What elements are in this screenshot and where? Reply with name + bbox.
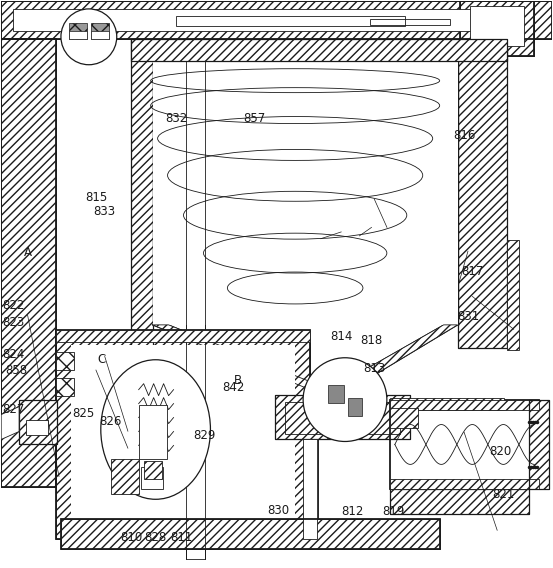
Bar <box>390 400 539 489</box>
Text: 857: 857 <box>243 112 266 125</box>
Bar <box>153 61 458 325</box>
Text: A: A <box>24 247 32 260</box>
Bar <box>390 489 529 514</box>
Text: 842: 842 <box>222 381 245 394</box>
Bar <box>390 408 418 428</box>
Bar <box>390 400 539 410</box>
Text: 827: 827 <box>2 403 24 416</box>
Bar <box>131 39 153 348</box>
Bar <box>390 479 539 489</box>
Bar <box>508 240 519 350</box>
Bar <box>61 519 440 549</box>
Bar <box>131 39 508 61</box>
Bar <box>61 519 440 549</box>
Bar <box>140 467 163 489</box>
Polygon shape <box>1 407 19 440</box>
Bar <box>71 345 295 534</box>
Ellipse shape <box>101 360 211 499</box>
Bar <box>390 489 529 514</box>
Text: 811: 811 <box>170 531 192 544</box>
Bar <box>469 6 524 46</box>
Bar <box>111 460 139 494</box>
Bar <box>56 330 310 342</box>
Bar <box>185 61 206 559</box>
Bar <box>1 39 56 487</box>
Text: C: C <box>97 353 106 366</box>
Bar <box>529 400 549 489</box>
Text: 831: 831 <box>457 310 479 323</box>
Bar <box>56 352 74 370</box>
Text: 858: 858 <box>6 364 28 377</box>
Text: 816: 816 <box>453 129 476 142</box>
Bar <box>310 387 350 406</box>
Bar <box>370 19 450 25</box>
Text: 828: 828 <box>144 531 166 544</box>
Bar <box>285 402 400 433</box>
Text: 818: 818 <box>361 334 383 347</box>
Bar <box>460 1 534 56</box>
Text: 822: 822 <box>2 299 24 312</box>
Circle shape <box>61 9 117 65</box>
Text: 833: 833 <box>93 205 116 218</box>
Bar <box>139 404 166 460</box>
Text: 824: 824 <box>2 348 24 361</box>
Bar <box>458 39 508 348</box>
Bar <box>69 31 87 39</box>
Bar <box>529 400 549 489</box>
Text: 829: 829 <box>193 429 215 442</box>
Text: 815: 815 <box>85 191 107 204</box>
Bar <box>26 420 48 435</box>
Bar <box>1 1 552 39</box>
Bar <box>328 385 344 403</box>
Bar <box>19 400 57 445</box>
Text: 821: 821 <box>493 488 515 501</box>
Text: 830: 830 <box>267 504 289 517</box>
Polygon shape <box>330 325 458 390</box>
Bar <box>348 398 362 416</box>
Text: 819: 819 <box>382 505 405 518</box>
Bar <box>91 23 109 39</box>
Bar <box>303 440 317 539</box>
Text: 812: 812 <box>342 505 364 518</box>
Bar <box>275 395 410 440</box>
Bar <box>1 39 56 487</box>
Bar <box>56 330 310 539</box>
Text: 825: 825 <box>72 407 95 420</box>
Bar <box>131 39 153 348</box>
Bar <box>91 31 109 39</box>
Bar <box>460 1 534 56</box>
Bar <box>19 400 57 445</box>
Text: 814: 814 <box>330 329 352 343</box>
Text: 813: 813 <box>363 362 385 375</box>
Bar <box>13 9 512 31</box>
Bar <box>1 1 552 39</box>
Bar <box>131 39 508 61</box>
Text: 823: 823 <box>2 316 24 329</box>
Text: 820: 820 <box>489 445 511 457</box>
Circle shape <box>303 358 387 441</box>
Text: 826: 826 <box>99 415 122 428</box>
Text: 832: 832 <box>165 112 187 125</box>
Bar <box>458 39 508 348</box>
Bar <box>69 23 87 39</box>
Bar <box>390 398 504 410</box>
Bar <box>144 461 161 479</box>
Bar <box>175 16 405 26</box>
Bar <box>56 378 74 396</box>
Bar <box>310 387 350 406</box>
Bar <box>275 395 410 440</box>
Text: 810: 810 <box>121 531 143 544</box>
Polygon shape <box>153 325 330 390</box>
Text: B: B <box>234 374 242 387</box>
Text: 817: 817 <box>461 265 483 278</box>
Bar <box>56 330 310 539</box>
